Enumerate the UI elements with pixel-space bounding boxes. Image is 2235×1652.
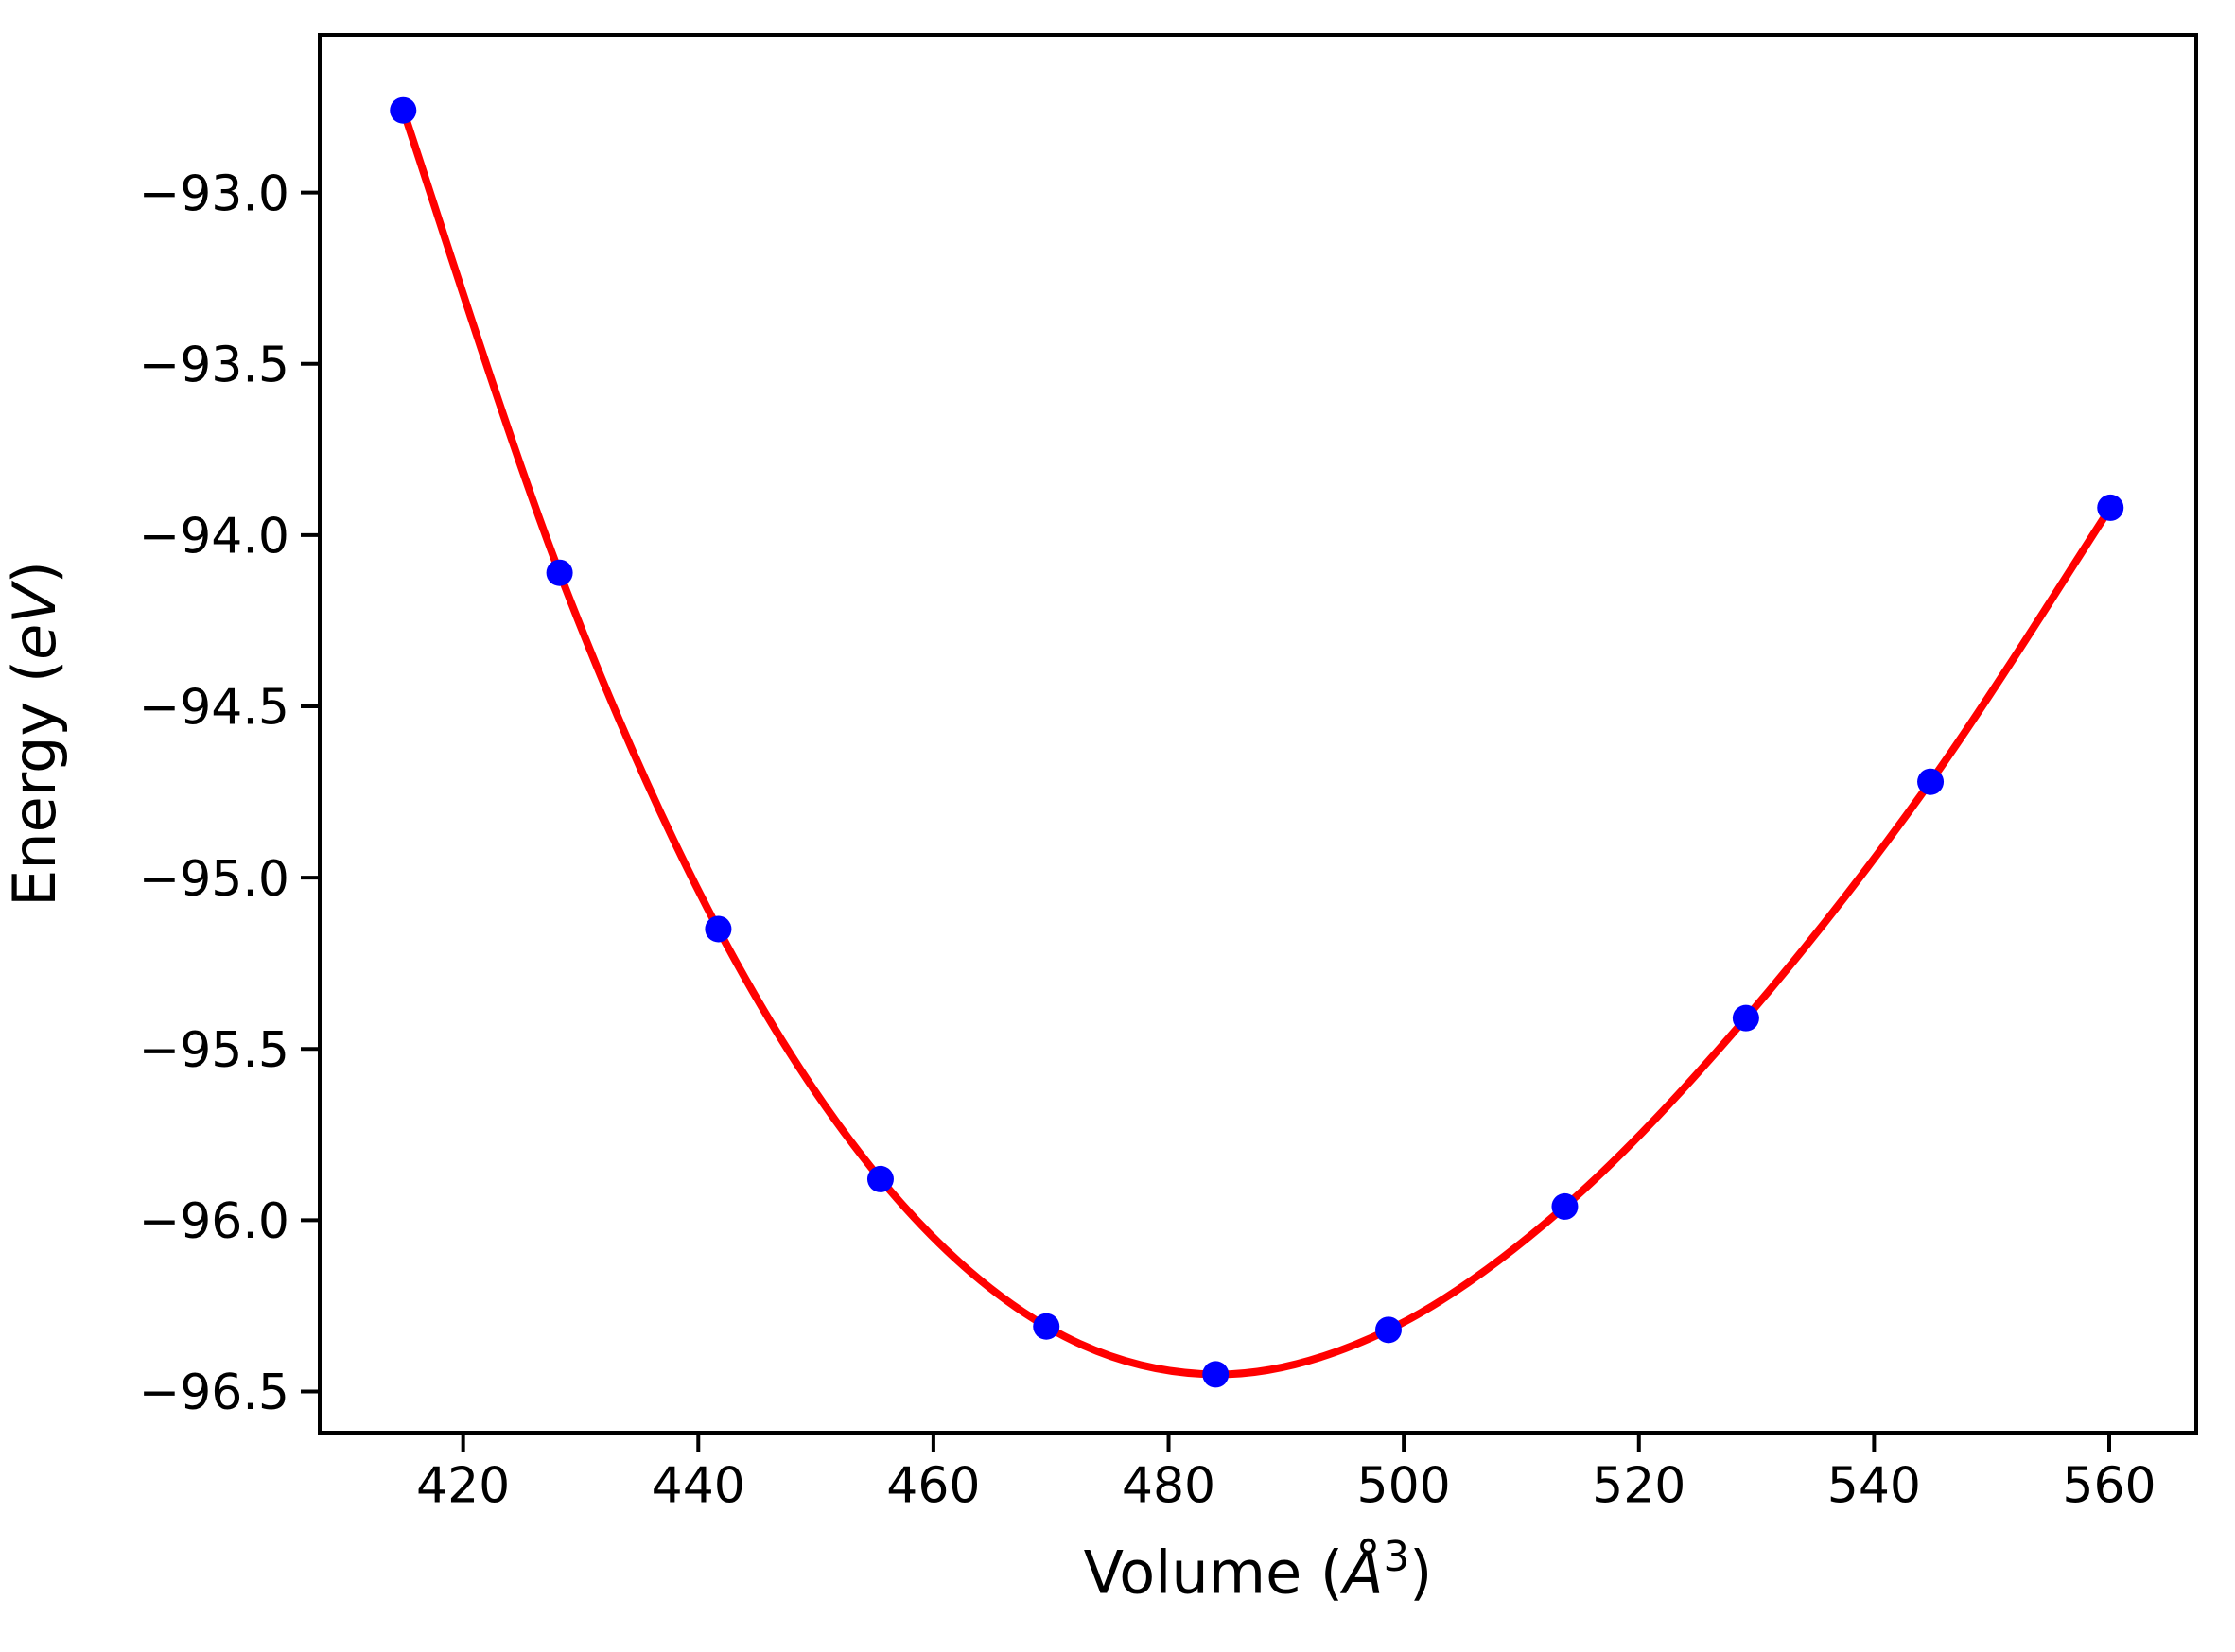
x-tick-label: 540 bbox=[1827, 1458, 1921, 1515]
x-tick-label: 480 bbox=[1122, 1458, 1215, 1515]
x-tick-label: 520 bbox=[1592, 1458, 1685, 1515]
data-point bbox=[1917, 768, 1945, 795]
data-point bbox=[1732, 1004, 1759, 1032]
x-tick-label: 500 bbox=[1357, 1458, 1451, 1515]
plot-area bbox=[320, 35, 2196, 1433]
y-axis-label: Energy (eV) bbox=[0, 561, 69, 907]
x-tick-label: 440 bbox=[652, 1458, 745, 1515]
y-axis: −93.0 −93.5 −94.0 −94.5 −95.0 −95.5 −96.0 −96.5 bbox=[139, 165, 320, 1421]
y-tick-label: −94.5 bbox=[139, 680, 289, 737]
data-point bbox=[1033, 1313, 1060, 1340]
data-point bbox=[1202, 1361, 1230, 1388]
axes-frame bbox=[318, 33, 2198, 1435]
eos-fit-curve bbox=[399, 106, 2115, 1379]
data-point bbox=[1374, 1316, 1402, 1344]
x-tick-label: 420 bbox=[416, 1458, 510, 1515]
x-tick-label: 460 bbox=[886, 1458, 980, 1515]
y-tick-label: −96.0 bbox=[139, 1193, 289, 1250]
data-point bbox=[546, 559, 573, 586]
y-tick-label: −95.0 bbox=[139, 851, 289, 908]
y-tick-label: −96.5 bbox=[139, 1365, 289, 1421]
calculated-points bbox=[390, 96, 2124, 1388]
y-tick-label: −94.0 bbox=[139, 509, 289, 565]
data-point bbox=[1551, 1192, 1579, 1220]
x-axis: 420 440 460 480 500 520 540 560 bbox=[416, 1433, 2156, 1515]
data-point bbox=[390, 96, 417, 124]
y-tick-label: −95.5 bbox=[139, 1022, 289, 1079]
x-axis-label: Volume (Å3) bbox=[1084, 1534, 1433, 1608]
y-tick-label: −93.5 bbox=[139, 337, 289, 393]
x-tick-label: 560 bbox=[2062, 1458, 2156, 1515]
y-tick-label: −93.0 bbox=[139, 165, 289, 222]
data-point bbox=[705, 915, 732, 943]
data-point bbox=[2097, 494, 2124, 521]
data-point bbox=[866, 1165, 894, 1192]
